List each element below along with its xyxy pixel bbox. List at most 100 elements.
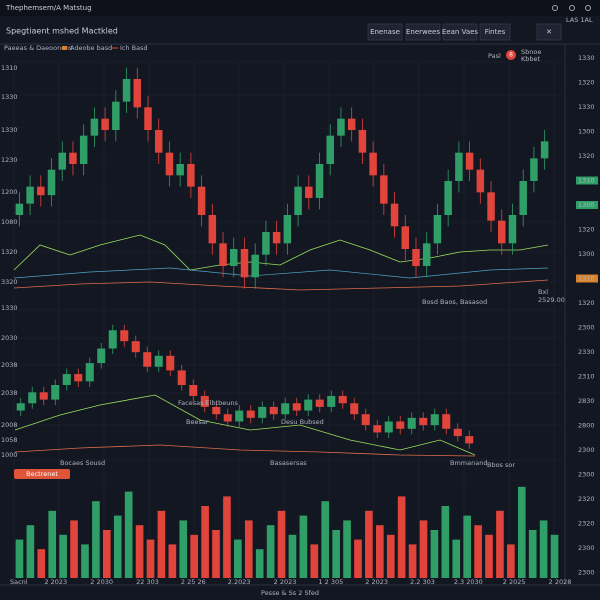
right-axis-label: 1320 <box>578 152 595 160</box>
candle-body <box>540 141 549 159</box>
volume-bar <box>485 534 493 578</box>
legend-swatch <box>62 46 67 50</box>
close-button[interactable] <box>536 23 562 41</box>
right-axis-label: 2310 <box>578 373 595 381</box>
panel-button-label[interactable]: Bectrenet <box>26 470 58 478</box>
icon[interactable] <box>569 5 575 11</box>
candle-body <box>85 363 94 382</box>
candle-body <box>390 203 399 227</box>
volume-bar <box>102 530 111 578</box>
x-axis-label: 2 2023 <box>274 578 297 586</box>
candle-body <box>305 186 313 198</box>
candle-body <box>487 192 495 221</box>
volume-bar <box>550 534 559 578</box>
candle-body <box>26 186 34 204</box>
account: Pasl <box>488 52 501 60</box>
right-axis-label: 2800 <box>578 422 595 430</box>
x-axis-label: Sacnl <box>10 578 28 586</box>
icon[interactable] <box>552 5 558 11</box>
candle-body <box>442 414 451 429</box>
candle-body <box>133 79 142 108</box>
volume-bar <box>37 549 46 578</box>
candle-body <box>97 348 106 364</box>
volume-bar <box>496 510 504 578</box>
annotation: Beesar <box>186 418 209 426</box>
volume-bar <box>419 520 428 578</box>
candle-body <box>407 417 416 429</box>
toolbar-button-label[interactable]: Fintes <box>485 28 506 36</box>
annotation: Bxl <box>538 288 548 296</box>
volume-bar <box>190 534 199 578</box>
right-axis-label: 2320 <box>578 520 595 528</box>
candle-body <box>262 232 270 255</box>
candle-body <box>508 215 517 244</box>
toolbar-button-label[interactable]: Eean Vaes <box>442 28 479 36</box>
right-axis-label: 2300 <box>578 544 595 552</box>
volume-bar <box>365 510 373 578</box>
y-axis-label: 2008 <box>1 421 18 429</box>
candle-body <box>39 392 48 400</box>
candle-body <box>498 220 506 244</box>
annotation: 2529.00 <box>538 296 565 304</box>
candle-body <box>304 399 313 411</box>
candle-body <box>120 330 129 342</box>
candle-body <box>212 406 221 415</box>
candle-body <box>177 370 186 385</box>
toolbar-button[interactable] <box>479 23 511 41</box>
candle-body <box>337 118 345 136</box>
right-axis-label: 1330 <box>578 103 595 111</box>
candle-body <box>465 436 474 444</box>
candle-body <box>189 385 198 396</box>
candle-body <box>396 421 405 429</box>
x-axis-label: 2 2023 <box>365 578 388 586</box>
volume-bar <box>212 530 220 578</box>
candle-body <box>358 130 367 153</box>
candle-body <box>219 243 227 266</box>
volume-bar <box>528 530 537 578</box>
volume-bar <box>255 549 264 578</box>
grid <box>12 61 565 580</box>
volume-bar <box>310 544 319 578</box>
toolbar-button-label[interactable]: Enenase <box>370 28 400 36</box>
volume-bar <box>343 520 351 578</box>
badge-count: 8 <box>509 52 513 59</box>
candle-body <box>208 215 217 244</box>
candle-body <box>74 374 83 382</box>
candle-body <box>272 232 281 244</box>
candle-body <box>476 169 485 193</box>
close-icon[interactable]: ✕ <box>546 28 552 36</box>
price-tag <box>576 201 598 209</box>
panel-button[interactable] <box>14 469 70 479</box>
toolbar-button[interactable] <box>367 23 403 41</box>
toolbar-button-label[interactable]: Enerwees <box>406 28 440 36</box>
volume-bar <box>234 539 242 578</box>
candle-body <box>47 169 56 196</box>
toolbar-button[interactable] <box>442 23 478 41</box>
volume-bar <box>179 520 188 578</box>
candle-body <box>530 158 538 181</box>
candle-body <box>122 79 131 102</box>
y-axis-label: 1080 <box>1 218 18 226</box>
annotation: Bocaes Sousd <box>60 459 105 467</box>
icon[interactable] <box>585 5 591 11</box>
price-tag <box>576 176 598 185</box>
volume-bar <box>244 520 253 578</box>
volume-bar <box>386 534 395 578</box>
volume-bar <box>146 539 155 578</box>
annotation: Desu Bubsed <box>281 418 324 426</box>
candle-body <box>240 249 249 278</box>
volume-bar <box>288 534 297 578</box>
candle-body <box>422 243 431 266</box>
volume-bar <box>223 496 231 578</box>
right-axis-label: 1300 <box>578 201 595 209</box>
badge[interactable] <box>506 50 516 60</box>
legend-item: Ich Basd <box>120 44 148 52</box>
toolbar-button[interactable] <box>405 23 441 41</box>
candle-body <box>51 385 60 400</box>
y-axis-label: 1058 <box>1 436 18 444</box>
candle-body <box>347 118 356 130</box>
y-axis-label: 2038 <box>1 361 18 369</box>
candle-body <box>338 395 347 404</box>
volume-bar <box>299 515 308 578</box>
volume-bar <box>452 539 461 578</box>
